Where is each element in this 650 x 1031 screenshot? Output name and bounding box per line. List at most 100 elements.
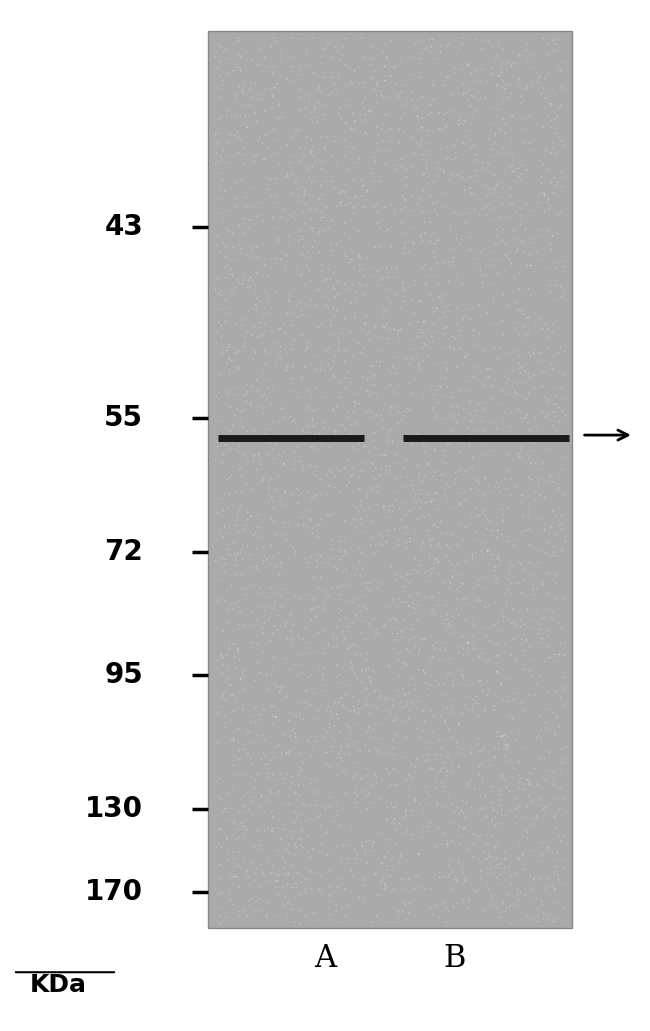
Point (406, 442, 417, 459)
Point (472, 543, 482, 560)
Point (210, 462, 220, 478)
Point (510, 225, 520, 241)
Point (250, 940, 261, 957)
Point (388, 275, 398, 292)
Point (318, 356, 328, 372)
Point (502, 322, 512, 338)
Point (391, 746, 402, 763)
Point (353, 314, 363, 331)
Point (370, 556, 380, 572)
Point (518, 492, 528, 508)
Point (347, 358, 358, 374)
Point (345, 293, 356, 309)
Point (324, 536, 334, 553)
Point (363, 514, 373, 531)
Point (473, 233, 484, 250)
Point (224, 575, 235, 592)
Point (261, 627, 271, 643)
Point (550, 702, 560, 719)
Point (298, 304, 309, 321)
Point (544, 452, 554, 468)
Point (248, 563, 259, 579)
Point (548, 831, 558, 847)
Point (411, 669, 421, 686)
Point (387, 269, 398, 286)
Point (464, 577, 474, 594)
Point (334, 464, 345, 480)
Point (556, 395, 566, 411)
Point (408, 523, 418, 539)
Point (438, 583, 448, 599)
Point (376, 440, 386, 457)
Point (545, 920, 555, 936)
Point (244, 292, 254, 308)
Point (387, 518, 397, 534)
Point (410, 257, 420, 273)
Point (378, 957, 389, 973)
Point (350, 504, 360, 521)
Point (340, 470, 350, 487)
Point (356, 369, 367, 386)
Point (467, 177, 478, 194)
Point (494, 232, 504, 248)
Point (462, 958, 472, 974)
Point (273, 602, 283, 619)
Point (465, 275, 476, 292)
Point (346, 153, 356, 169)
Point (426, 450, 436, 466)
Point (216, 131, 227, 147)
Point (540, 874, 551, 891)
Point (245, 746, 255, 763)
Point (547, 787, 557, 803)
Point (408, 631, 418, 647)
Point (535, 143, 545, 160)
Point (517, 379, 528, 396)
Point (456, 223, 467, 239)
Point (384, 184, 395, 200)
Point (505, 544, 515, 561)
Point (491, 146, 502, 163)
Point (527, 439, 538, 456)
Point (538, 442, 549, 459)
Point (246, 245, 256, 262)
Point (380, 551, 391, 567)
Point (449, 453, 460, 469)
Point (465, 579, 476, 596)
Point (259, 400, 269, 417)
Point (475, 423, 486, 439)
Point (474, 771, 485, 788)
Point (333, 402, 344, 419)
Point (212, 882, 222, 898)
Point (309, 914, 320, 931)
Point (456, 353, 466, 369)
Point (498, 925, 508, 941)
Point (525, 543, 536, 560)
Point (322, 796, 333, 812)
Point (393, 882, 404, 898)
Point (370, 929, 381, 945)
Point (281, 171, 292, 188)
Point (499, 934, 510, 951)
Point (406, 857, 416, 873)
Point (309, 589, 320, 605)
Point (315, 578, 326, 595)
Point (294, 269, 305, 286)
Point (323, 379, 333, 396)
Point (339, 503, 350, 520)
Point (431, 268, 441, 285)
Point (226, 548, 237, 565)
Point (259, 692, 269, 708)
Point (551, 635, 562, 652)
Point (465, 277, 476, 294)
Point (454, 520, 464, 536)
Point (510, 632, 520, 648)
Point (231, 614, 241, 631)
Point (486, 834, 497, 851)
Point (510, 631, 521, 647)
Point (354, 272, 365, 289)
Point (336, 905, 346, 922)
Point (524, 479, 534, 496)
Point (307, 986, 318, 1002)
Point (305, 320, 315, 336)
Point (233, 112, 244, 129)
